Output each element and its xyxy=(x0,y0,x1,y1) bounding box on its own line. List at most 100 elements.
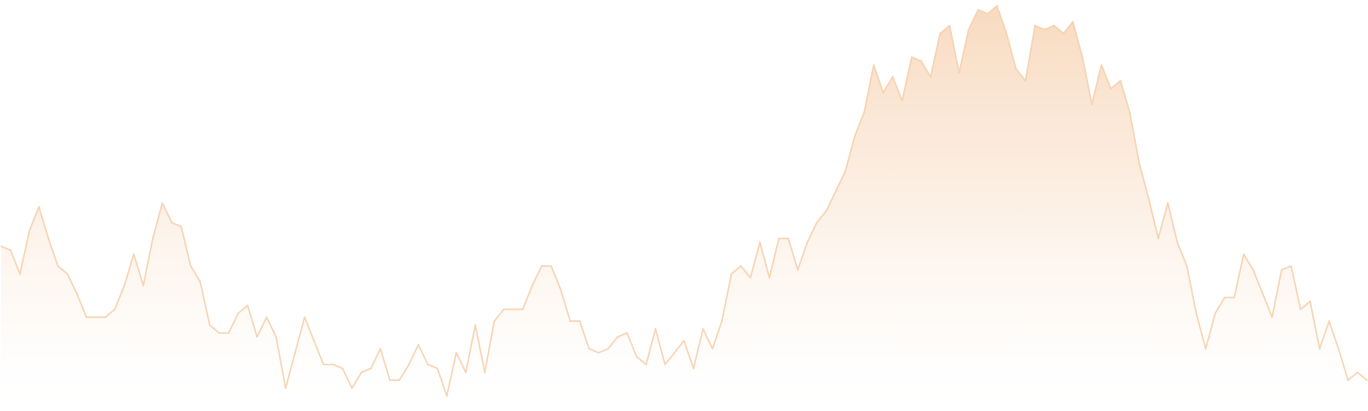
data-point-9 xyxy=(85,316,88,319)
data-point-23 xyxy=(218,332,220,334)
data-point-103 xyxy=(977,9,979,11)
data-point-81 xyxy=(768,277,771,279)
data-point-26 xyxy=(246,304,249,307)
data-point-38 xyxy=(360,371,363,374)
data-point-18 xyxy=(171,221,173,224)
data-point-1 xyxy=(9,249,12,251)
data-point-96 xyxy=(910,56,913,58)
data-point-88 xyxy=(835,190,837,192)
data-point-114 xyxy=(1081,56,1084,58)
data-point-60 xyxy=(569,320,571,322)
data-point-73 xyxy=(692,367,695,370)
data-point-130 xyxy=(1233,296,1235,299)
data-point-89 xyxy=(844,170,847,173)
data-point-101 xyxy=(958,72,960,74)
data-point-95 xyxy=(901,99,903,102)
data-point-122 xyxy=(1157,237,1160,240)
data-point-52 xyxy=(493,320,496,322)
data-point-36 xyxy=(341,367,344,370)
data-point-2 xyxy=(19,273,21,275)
data-point-99 xyxy=(939,32,941,35)
data-point-5 xyxy=(47,237,50,240)
data-point-29 xyxy=(275,336,277,338)
data-point-46 xyxy=(436,367,439,370)
data-point-13 xyxy=(123,284,126,287)
data-point-59 xyxy=(559,288,562,291)
series-area-fill xyxy=(1,5,1367,411)
data-point-37 xyxy=(351,387,353,389)
data-point-90 xyxy=(854,135,856,137)
data-point-48 xyxy=(455,351,458,354)
data-point-14 xyxy=(133,253,135,255)
data-point-140 xyxy=(1328,320,1330,322)
data-point-30 xyxy=(284,387,287,389)
data-point-21 xyxy=(199,280,201,283)
data-point-53 xyxy=(503,308,505,311)
data-point-10 xyxy=(95,316,97,319)
data-point-40 xyxy=(379,347,382,350)
data-point-92 xyxy=(872,64,875,66)
data-point-143 xyxy=(1356,371,1359,374)
data-point-56 xyxy=(531,284,533,287)
data-point-119 xyxy=(1129,111,1131,114)
data-point-106 xyxy=(1005,32,1008,35)
data-point-61 xyxy=(578,320,581,322)
data-point-134 xyxy=(1271,316,1273,319)
data-point-118 xyxy=(1119,80,1122,82)
data-point-12 xyxy=(114,308,116,311)
data-point-110 xyxy=(1043,28,1046,31)
data-point-98 xyxy=(929,76,932,78)
data-point-19 xyxy=(180,225,182,228)
data-point-62 xyxy=(588,347,590,350)
data-point-124 xyxy=(1176,241,1179,244)
data-point-71 xyxy=(673,351,676,354)
data-point-20 xyxy=(189,265,192,267)
data-point-116 xyxy=(1100,64,1103,66)
data-point-112 xyxy=(1062,32,1065,35)
data-point-128 xyxy=(1214,312,1216,315)
data-point-121 xyxy=(1148,198,1150,200)
data-point-115 xyxy=(1091,103,1093,106)
data-point-68 xyxy=(645,363,647,366)
data-point-139 xyxy=(1318,347,1321,350)
data-point-50 xyxy=(474,324,477,326)
data-point-11 xyxy=(104,316,107,319)
data-point-41 xyxy=(389,379,391,382)
data-point-107 xyxy=(1015,68,1017,70)
data-point-72 xyxy=(683,340,685,342)
data-point-135 xyxy=(1280,269,1283,271)
data-point-34 xyxy=(322,363,325,366)
data-point-47 xyxy=(446,395,448,397)
data-point-80 xyxy=(759,241,761,244)
data-point-87 xyxy=(825,210,828,212)
data-point-144 xyxy=(1366,379,1368,382)
plot-area xyxy=(0,5,1368,411)
data-point-24 xyxy=(227,332,230,334)
data-point-127 xyxy=(1204,347,1207,350)
data-point-113 xyxy=(1072,20,1074,23)
data-point-132 xyxy=(1252,269,1254,271)
data-point-133 xyxy=(1261,292,1264,295)
data-point-125 xyxy=(1186,265,1188,267)
data-point-86 xyxy=(816,221,818,224)
data-point-65 xyxy=(616,336,619,338)
data-point-8 xyxy=(76,292,78,295)
data-point-93 xyxy=(882,91,884,94)
data-point-4 xyxy=(38,206,40,208)
data-point-126 xyxy=(1195,312,1198,315)
data-point-63 xyxy=(597,351,600,354)
data-point-42 xyxy=(398,379,401,382)
data-point-131 xyxy=(1242,253,1245,255)
data-point-57 xyxy=(540,265,543,267)
data-point-16 xyxy=(152,237,154,240)
data-point-104 xyxy=(986,13,989,15)
data-point-7 xyxy=(66,273,69,275)
data-point-141 xyxy=(1337,347,1340,350)
data-point-67 xyxy=(635,355,638,358)
data-point-39 xyxy=(370,367,372,370)
data-point-27 xyxy=(256,336,258,338)
data-point-69 xyxy=(654,328,657,330)
data-point-94 xyxy=(891,76,894,78)
